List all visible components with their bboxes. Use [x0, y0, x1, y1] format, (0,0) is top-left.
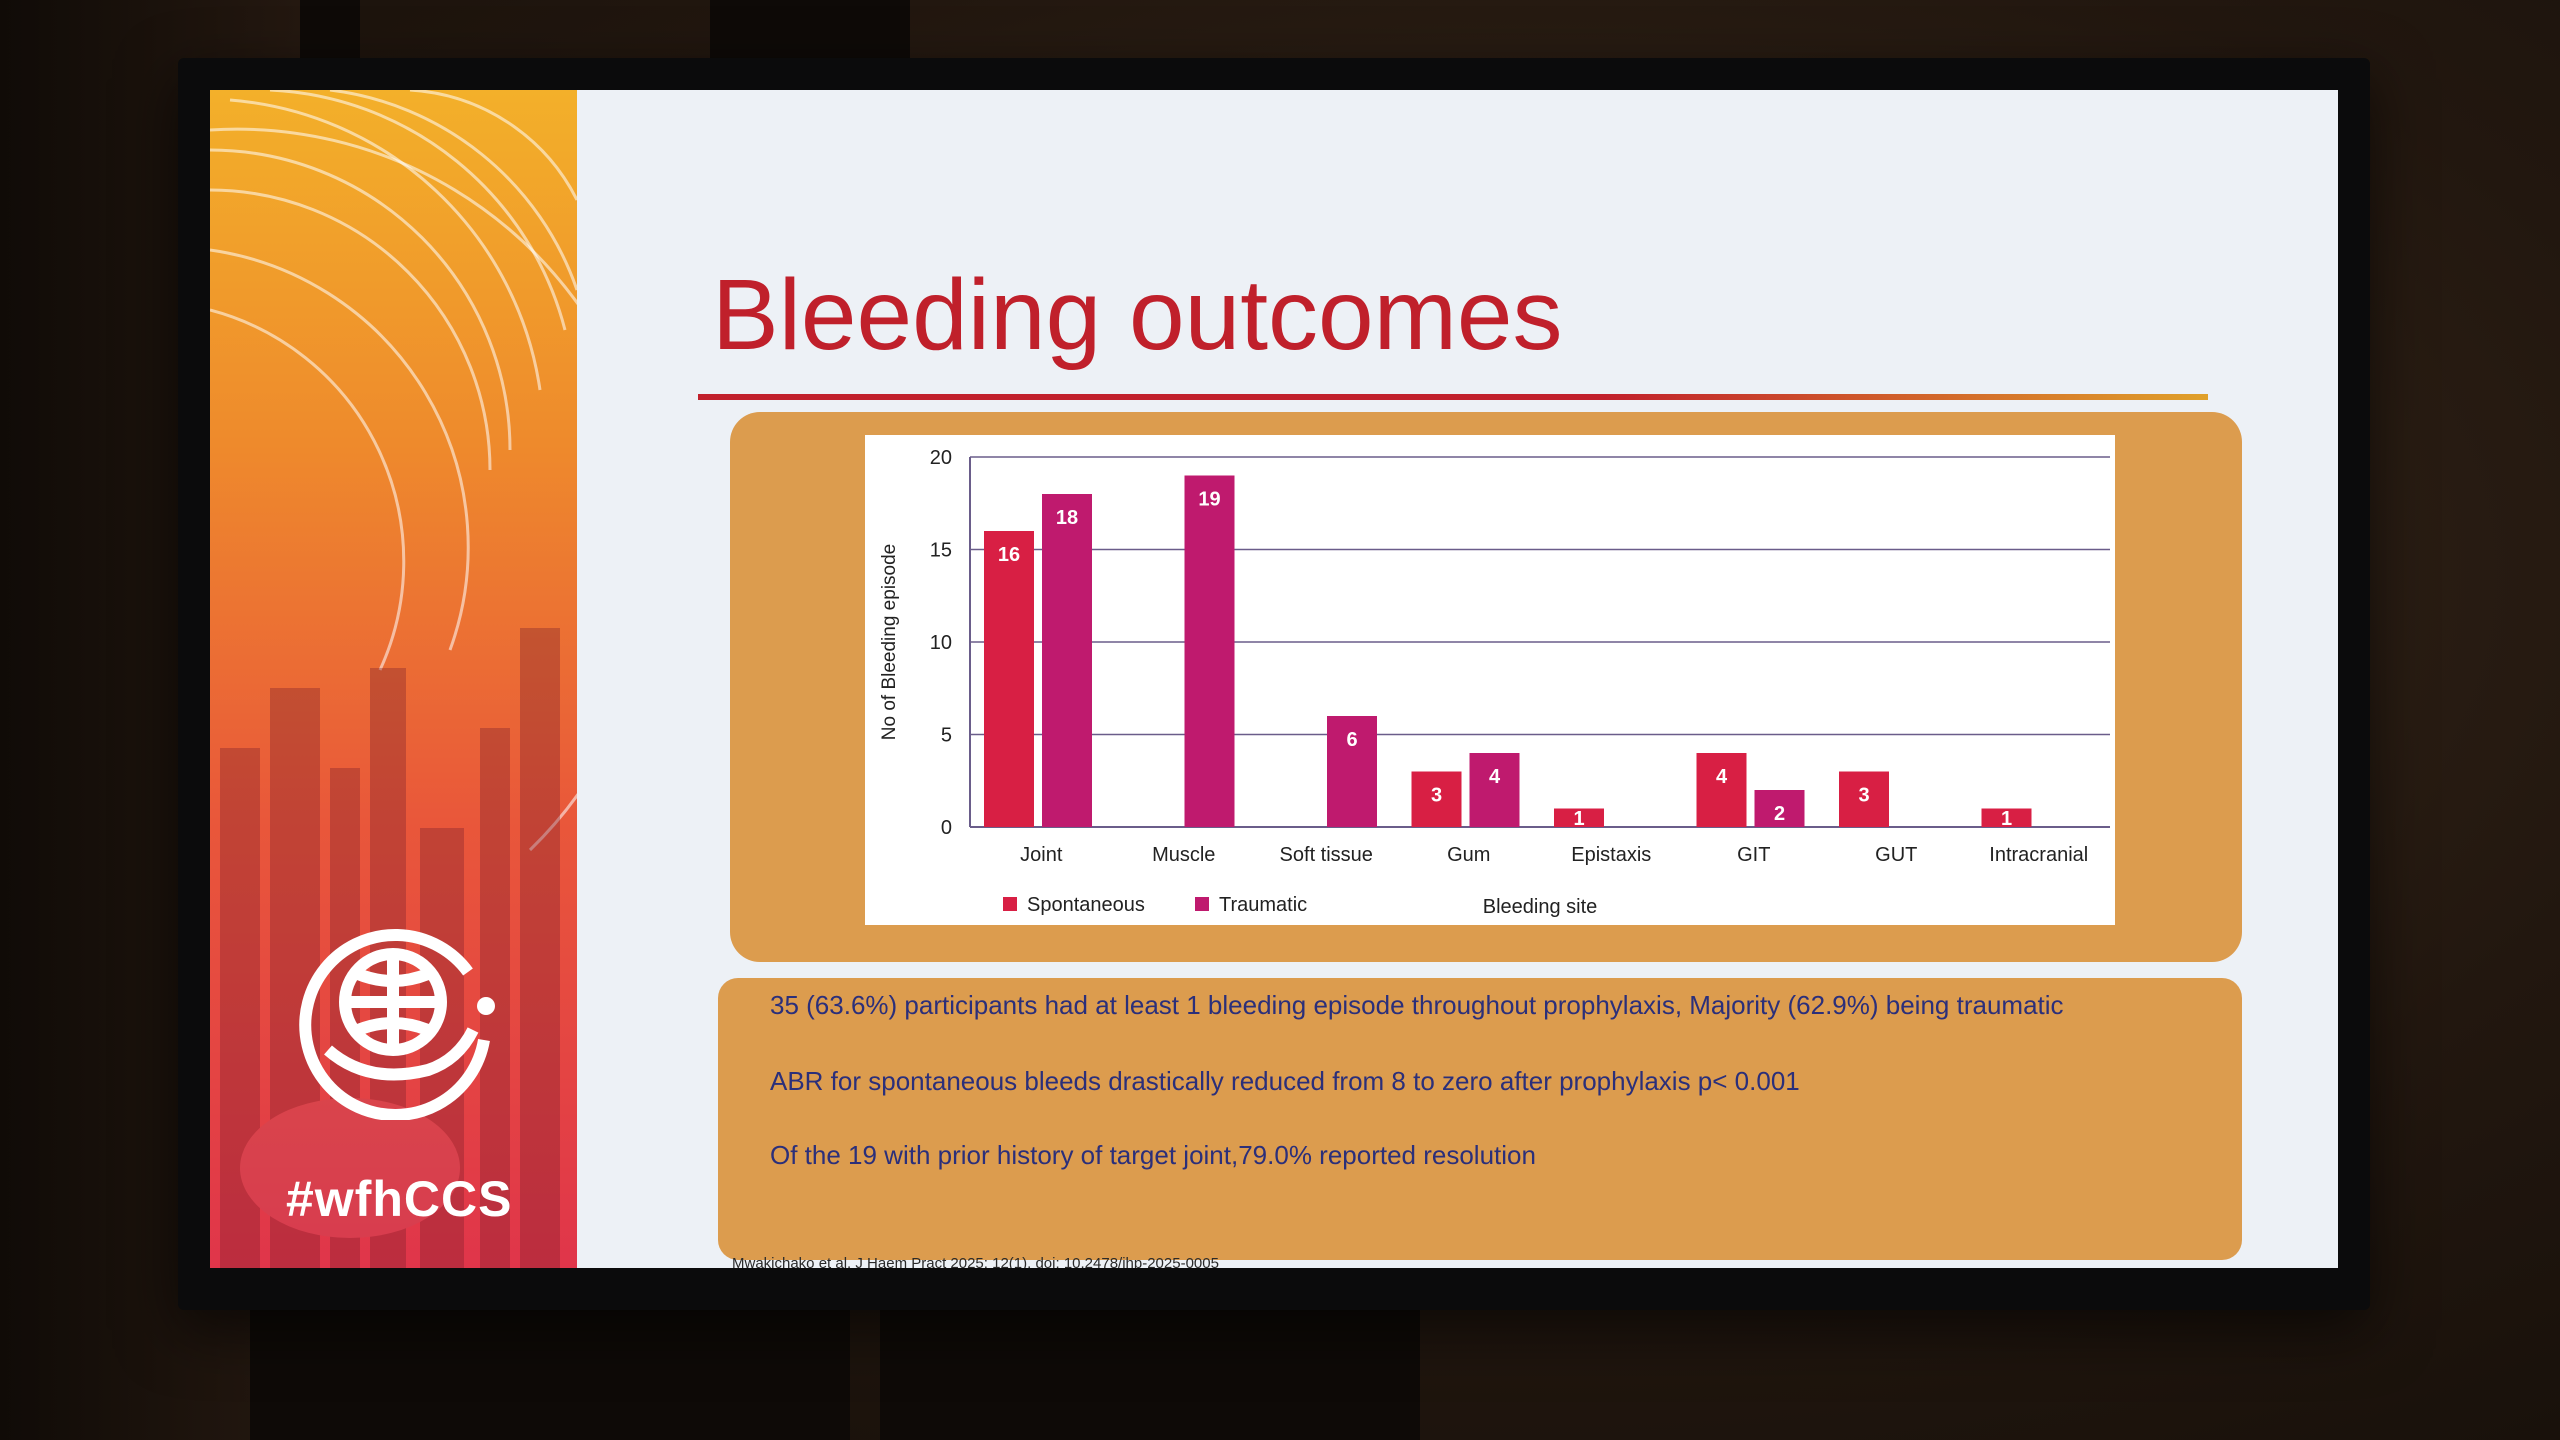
legend-swatch-spontaneous — [1003, 897, 1017, 911]
y-tick-label: 5 — [941, 725, 952, 747]
legend-label-spontaneous: Spontaneous — [1027, 894, 1145, 916]
stand-leg-right — [880, 1300, 1420, 1440]
x-tick-label: Gum — [1447, 844, 1490, 866]
bar-traumatic — [1754, 790, 1805, 827]
x-axis-title: Bleeding site — [1483, 896, 1598, 918]
stand-leg-left — [250, 1300, 850, 1440]
y-tick-label: 10 — [930, 632, 952, 654]
bar-data-label: 4 — [1489, 766, 1501, 788]
bar-spontaneous — [1839, 771, 1889, 827]
y-tick-label: 15 — [930, 540, 952, 562]
tv-monitor: #wfhCCS Bleeding outcomes 0 5 10 15 20 No of … — [178, 58, 2370, 1310]
key-findings-panel — [718, 978, 2242, 1260]
bar-data-label: 16 — [998, 544, 1020, 566]
bar-spontaneous — [984, 531, 1034, 827]
x-tick-label: Muscle — [1152, 844, 1215, 866]
bar-traumatic — [1042, 494, 1092, 827]
city-skyline — [220, 628, 560, 1268]
y-axis-title: No of Bleeding episode — [879, 544, 900, 740]
slide-title: Bleeding outcomes — [712, 259, 1563, 371]
y-tick-label: 20 — [930, 447, 952, 469]
bar-spontaneous — [1554, 808, 1604, 827]
legend-swatch-traumatic — [1195, 897, 1209, 911]
x-tick-label: GUT — [1875, 844, 1917, 866]
arc-decoration — [210, 90, 577, 852]
legend-label-traumatic: Traumatic — [1219, 894, 1307, 916]
x-tick-label: Intracranial — [1989, 844, 2088, 866]
bar-data-label: 3 — [1431, 785, 1442, 807]
citation-text: Mwakichako et al. J Haem Pract 2025; 12(… — [732, 1255, 1219, 1268]
bar-data-label: 1 — [1573, 808, 1584, 830]
bar-traumatic — [1469, 753, 1520, 827]
bar-data-label: 1 — [2001, 808, 2012, 830]
x-tick-label: Joint — [1020, 844, 1063, 866]
bar-spontaneous — [1981, 808, 2032, 827]
wfh-globe-logo — [299, 929, 495, 1120]
bar-data-label: 2 — [1774, 803, 1785, 825]
bar-data-label: 3 — [1858, 785, 1869, 807]
bar-data-label: 19 — [1198, 489, 1220, 511]
bar-spontaneous — [1411, 771, 1462, 827]
bar-traumatic — [1184, 475, 1235, 827]
slide-sidebar: #wfhCCS — [210, 90, 577, 1268]
chart-container: 0 5 10 15 20 No of Bleeding episode 16 18 Joint 1… — [865, 435, 2115, 925]
finding-text-1: 35 (63.6%) participants had at least 1 b… — [770, 990, 2064, 1020]
bar-spontaneous — [1696, 753, 1747, 827]
finding-text-3: Of the 19 with prior history of target j… — [770, 1140, 1536, 1170]
bar-data-label: 6 — [1346, 729, 1357, 751]
finding-text-2: ABR for spontaneous bleeds drastically r… — [770, 1066, 1800, 1096]
y-tick-label: 0 — [941, 817, 952, 839]
x-tick-label: Soft tissue — [1280, 844, 1373, 866]
slide-screen: #wfhCCS Bleeding outcomes 0 5 10 15 20 No of … — [210, 90, 2338, 1268]
bar-traumatic — [1327, 716, 1377, 827]
bar-data-label: 4 — [1716, 766, 1728, 788]
x-tick-label: GIT — [1737, 844, 1770, 866]
hashtag-label: #wfhCCS — [286, 1171, 513, 1227]
bar-data-label: 18 — [1056, 507, 1078, 529]
title-underline — [698, 394, 2208, 400]
x-tick-label: Epistaxis — [1571, 844, 1651, 866]
